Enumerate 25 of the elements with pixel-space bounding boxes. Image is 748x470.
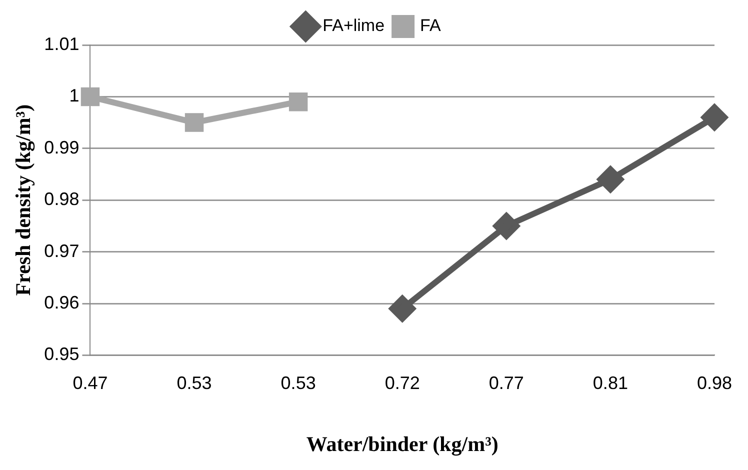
y-tick-label: 1.01 [44,34,80,54]
y-tick-label: 0.99 [44,137,80,158]
point [80,87,100,106]
legend-label: FA+lime [322,16,385,36]
point [389,296,416,322]
point [288,92,308,112]
y-tick-label: 1 [69,86,80,106]
point [701,104,728,130]
x-axis-title: Water/binder (kg/m³) [306,432,498,456]
x-tick-label: 0.81 [592,372,628,393]
y-tick-label: 0.97 [44,240,80,261]
x-tick-label: 0.53 [176,372,212,393]
y-tick-label: 0.98 [44,189,80,210]
x-tick-label: 0.53 [280,372,316,393]
x-tick-label: 0.47 [72,372,108,393]
y-tick-label: 0.95 [44,344,80,364]
legend-label: FA [420,16,442,36]
point [493,212,520,239]
point [597,166,624,192]
y-axis-title: Fresh density (kg/m³) [11,104,36,296]
x-tick-label: 0.77 [488,372,524,393]
x-tick-label: 0.98 [696,372,732,393]
x-tick-label: 0.72 [384,372,420,393]
point [184,113,204,132]
y-tick-label: 0.96 [44,292,80,312]
